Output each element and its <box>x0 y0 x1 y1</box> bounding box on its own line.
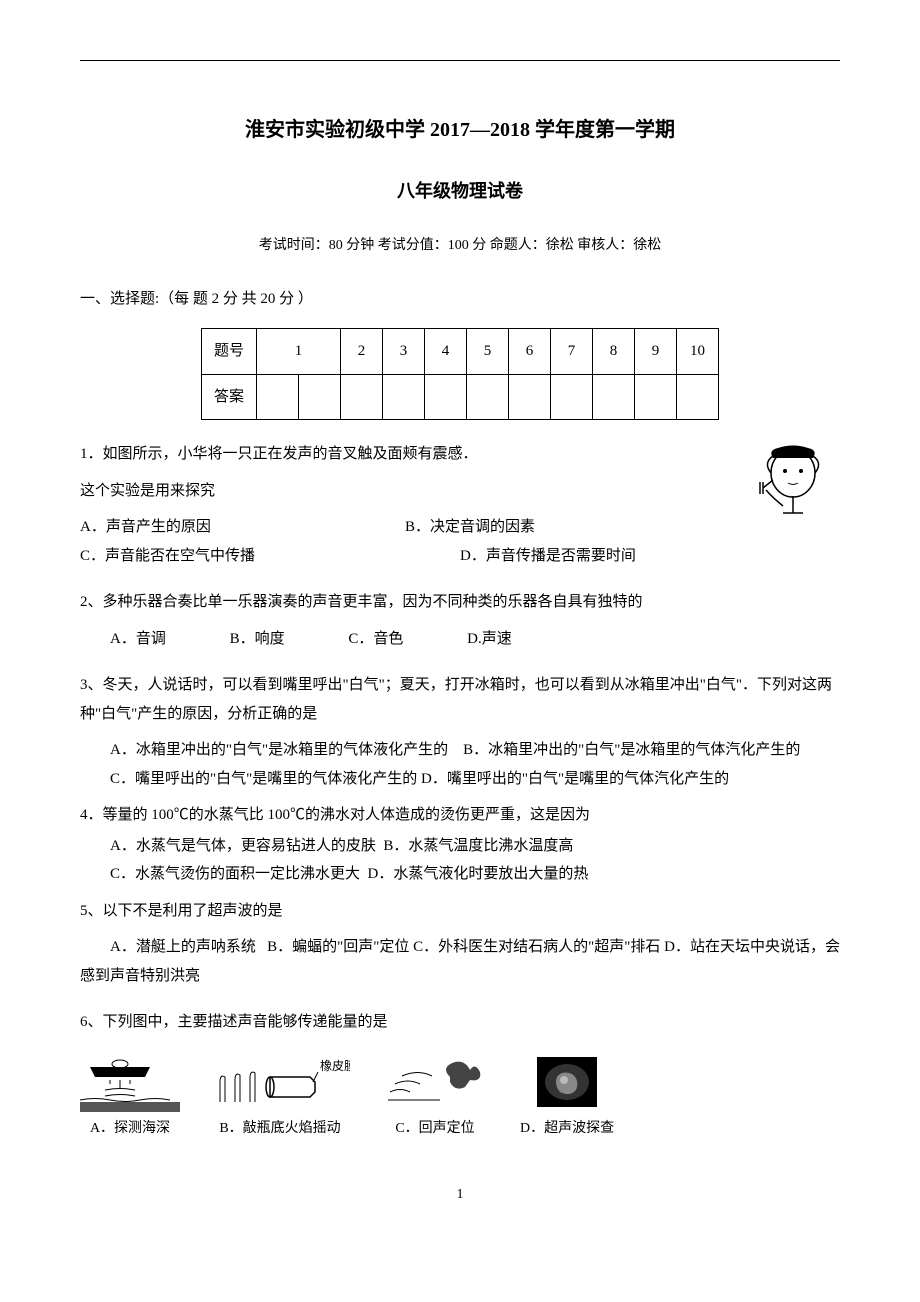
table-cell: 8 <box>593 329 635 375</box>
q1-text2: 这个实验是用来探究 <box>80 477 840 506</box>
table-cell: 10 <box>677 329 719 375</box>
q6-figC-item: C．回声定位 <box>380 1052 490 1143</box>
q2-optC: C．音色 <box>348 625 403 654</box>
answer-table: 题号 1 2 3 4 5 6 7 8 9 10 答案 <box>201 328 719 420</box>
ultrasound-scan-icon <box>520 1052 614 1112</box>
answer-cell[interactable] <box>425 374 467 420</box>
question-2: 2、多种乐器合奏比单一乐器演奏的声音更丰富，因为不同种类的乐器各自具有独特的 A… <box>80 588 840 653</box>
candle-drum-icon: 橡皮膜 <box>210 1052 350 1112</box>
table-row: 题号 1 2 3 4 5 6 7 8 9 10 <box>201 329 718 375</box>
sonar-boat-icon <box>80 1052 180 1112</box>
question-1: 1．如图所示，小华将一只正在发声的音叉触及面颊有震感． 这个实验是用来探究 A．… <box>80 440 840 570</box>
q6-text: 6、下列图中，主要描述声音能够传递能量的是 <box>80 1008 840 1037</box>
answer-cell[interactable] <box>383 374 425 420</box>
row-label: 答案 <box>201 374 256 420</box>
q4-optA: A．水蒸气是气体，更容易钻进人的皮肤 <box>110 838 376 854</box>
q3-text: 3、冬天，人说话时，可以看到嘴里呼出"白气"；夏天，打开冰箱时，也可以看到从冰箱… <box>80 671 840 728</box>
title-sub: 八年级物理试卷 <box>80 174 840 208</box>
q4-optB: B．水蒸气温度比沸水温度高 <box>383 838 573 854</box>
answer-cell[interactable] <box>635 374 677 420</box>
answer-cell[interactable] <box>593 374 635 420</box>
q4-optC: C．水蒸气烫伤的面积一定比沸水更大 <box>110 866 360 882</box>
answer-cell[interactable] <box>551 374 593 420</box>
q6-figA-item: A．探测海深 <box>80 1052 180 1143</box>
q5-optA: A．潜艇上的声呐系统 <box>110 939 256 955</box>
girl-tuning-fork-icon <box>748 438 838 528</box>
q3-optC: C．嘴里呼出的"白气"是嘴里的气体液化产生的 <box>110 771 417 787</box>
q5-optC: C．外科医生对结石病人的"超声"排石 <box>413 939 660 955</box>
answer-cell[interactable] <box>299 374 341 420</box>
header-line <box>80 60 840 61</box>
q1-optA: A．声音产生的原因 <box>80 513 405 542</box>
table-cell: 9 <box>635 329 677 375</box>
bat-echo-icon <box>380 1052 490 1112</box>
title-main: 淮安市实验初级中学 2017—2018 学年度第一学期 <box>80 111 840 149</box>
q4-optD: D．水蒸气液化时要放出大量的热 <box>368 866 589 882</box>
q2-optA: A．音调 <box>110 625 166 654</box>
table-cell: 3 <box>383 329 425 375</box>
q3-optA: A．冰箱里冲出的"白气"是冰箱里的气体液化产生的 <box>110 742 448 758</box>
q6-figC-label: C．回声定位 <box>380 1116 490 1143</box>
q4-text: 4．等量的 100℃的水蒸气比 100℃的沸水对人体造成的烫伤更严重，这是因为 <box>80 801 840 830</box>
q2-optB: B．响度 <box>230 625 285 654</box>
answer-cell[interactable] <box>677 374 719 420</box>
table-cell: 5 <box>467 329 509 375</box>
q3-optB: B．冰箱里冲出的"白气"是冰箱里的气体汽化产生的 <box>463 742 800 758</box>
answer-cell[interactable] <box>467 374 509 420</box>
question-6: 6、下列图中，主要描述声音能够传递能量的是 A．探测海深 <box>80 1008 840 1142</box>
question-5: 5、以下不是利用了超声波的是 A．潜艇上的声呐系统 B．蝙蝠的"回声"定位 C．… <box>80 897 840 991</box>
q1-text: 1．如图所示，小华将一只正在发声的音叉触及面颊有震感． <box>80 440 840 469</box>
section1-header: 一、选择题:（每 题 2 分 共 20 分 ） <box>80 285 840 314</box>
q6-figA-label: A．探测海深 <box>80 1116 180 1143</box>
rubber-label: 橡皮膜 <box>320 1059 350 1073</box>
table-cell: 1 <box>257 329 341 375</box>
exam-info: 考试时间：80 分钟 考试分值：100 分 命题人：徐松 审核人：徐松 <box>80 233 840 260</box>
q6-figD-item: D．超声波探查 <box>520 1052 614 1143</box>
page-number: 1 <box>80 1182 840 1209</box>
question-3: 3、冬天，人说话时，可以看到嘴里呼出"白气"；夏天，打开冰箱时，也可以看到从冰箱… <box>80 671 840 793</box>
q6-figD-label: D．超声波探查 <box>520 1116 614 1143</box>
q1-optD: D．声音传播是否需要时间 <box>460 542 840 571</box>
question-4: 4．等量的 100℃的水蒸气比 100℃的沸水对人体造成的烫伤更严重，这是因为 … <box>80 801 840 889</box>
table-cell: 6 <box>509 329 551 375</box>
q6-figB-label: B．敲瓶底火焰摇动 <box>210 1116 350 1143</box>
q3-optD: D．嘴里呼出的"白气"是嘴里的气体汽化产生的 <box>421 771 729 787</box>
table-cell: 7 <box>551 329 593 375</box>
q5-optB: B．蝙蝠的"回声"定位 <box>267 939 409 955</box>
answer-cell[interactable] <box>509 374 551 420</box>
answer-cell[interactable] <box>257 374 299 420</box>
answer-cell[interactable] <box>341 374 383 420</box>
table-cell: 2 <box>341 329 383 375</box>
table-cell: 4 <box>425 329 467 375</box>
q5-text: 5、以下不是利用了超声波的是 <box>80 897 840 926</box>
q1-optC: C．声音能否在空气中传播 <box>80 542 460 571</box>
q1-figure <box>745 435 840 530</box>
q6-figB-item: 橡皮膜 B．敲瓶底火焰摇动 <box>210 1052 350 1143</box>
row-label: 题号 <box>201 329 256 375</box>
q1-optB: B．决定音调的因素 <box>405 513 730 542</box>
table-row: 答案 <box>201 374 718 420</box>
q2-text: 2、多种乐器合奏比单一乐器演奏的声音更丰富，因为不同种类的乐器各自具有独特的 <box>80 588 840 617</box>
q2-optD: D.声速 <box>467 625 512 654</box>
